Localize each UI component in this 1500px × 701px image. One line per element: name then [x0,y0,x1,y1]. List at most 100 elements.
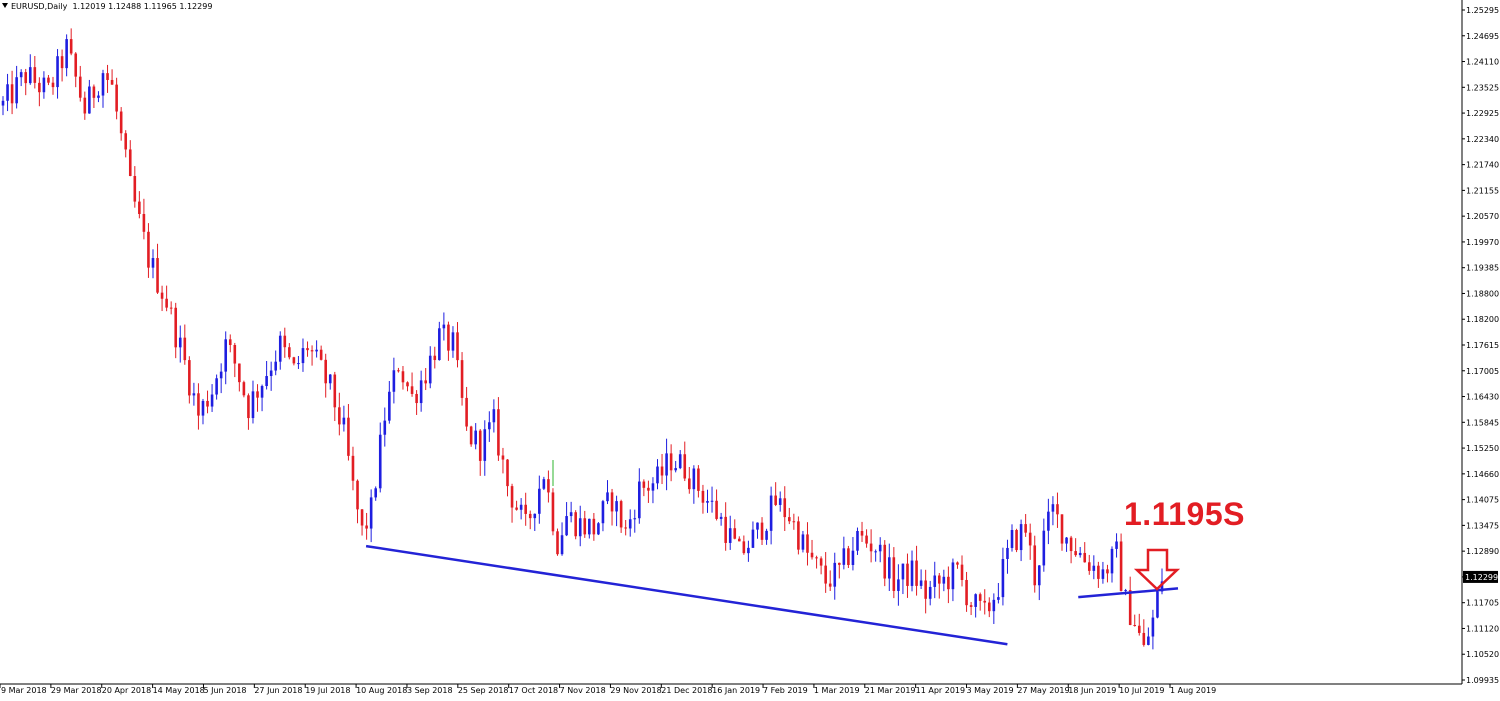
candle-body [51,82,55,88]
candle-body [1106,569,1109,574]
candle-body [165,298,168,308]
candle-body [433,355,437,361]
down-arrow-icon [1133,548,1181,591]
candle-body [419,380,423,404]
y-tick-label: 1.14075 [1466,496,1499,505]
candle [1056,492,1059,528]
candle [942,569,946,592]
candle-body [347,417,350,456]
x-tick-label: 3 Sep 2018 [407,686,453,695]
candle-body [260,386,264,398]
trendline[interactable] [1078,587,1179,599]
candle [533,513,537,532]
candle-body [774,495,777,505]
candle-body [806,534,809,553]
trendline[interactable] [365,544,1008,646]
candle-body [210,394,214,407]
candle [451,326,455,358]
candle-body [219,371,223,379]
y-tick-label: 1.21740 [1466,161,1499,170]
candle [92,84,96,109]
candle [987,597,991,618]
candle [937,573,941,599]
candle [256,384,259,412]
candle [1,96,5,116]
candle-body [706,501,709,503]
candle-body [856,531,859,551]
candle-body [1097,565,1100,579]
candle [597,522,600,536]
candle [278,331,282,370]
candle [524,492,527,526]
candle-body [874,551,877,553]
candle [660,453,664,485]
candle-body [724,516,727,543]
candle-body [760,522,764,540]
candle [156,243,159,294]
candle [1101,561,1105,584]
candle [1147,627,1150,646]
candle-body [665,453,668,476]
candle-body [1047,511,1050,531]
candle-body [615,501,618,512]
candle [965,571,968,612]
candle [619,499,623,533]
candle-body [565,516,568,536]
candle-body [910,560,914,586]
y-tick-label: 1.11120 [1466,624,1499,633]
candle [310,345,314,366]
candle-body [288,347,291,358]
candle-body [92,86,96,98]
candle-body [1142,632,1146,645]
candle [1119,533,1123,592]
candle-body [74,53,78,77]
candle-body [869,543,873,552]
candle-body [33,67,37,83]
candle [547,470,550,503]
candle [488,411,491,442]
candle-body [1037,565,1041,586]
candle-body [128,149,132,177]
candle-body [401,371,405,383]
candle [201,398,205,425]
candle [610,488,614,526]
candle [683,441,687,482]
candle-body [997,597,1000,600]
candle [1097,561,1100,588]
candle-body [660,466,664,476]
candle [1010,524,1014,552]
candle [933,561,937,599]
candle [974,593,977,618]
candle-body [483,429,487,461]
candle [501,447,505,474]
candle [865,529,868,548]
candle-body [1056,504,1059,515]
candle-body [424,380,427,384]
candle [560,522,564,556]
candle-body [624,527,627,529]
candle-body [924,580,927,599]
candle [688,466,691,494]
candle [760,517,764,546]
candle [574,510,577,540]
candle-body [778,498,782,505]
x-tick-label: 18 Jun 2019 [1068,686,1116,695]
chevron-down-icon[interactable] [2,3,8,8]
candle-body [710,500,714,502]
candle-body [124,133,128,150]
candle [778,491,782,512]
price-annotation: 1.1195S [1124,496,1245,532]
candle-body [301,348,305,364]
candle-body [1137,625,1141,633]
candle-body [106,73,109,80]
candle [456,322,459,368]
candle-body [951,562,955,590]
candle [97,91,100,103]
candle-body [747,547,750,554]
candle [74,52,78,88]
y-tick-label: 1.09935 [1466,676,1499,685]
candle [624,519,627,536]
candle [215,374,218,400]
candle-body [519,504,523,510]
